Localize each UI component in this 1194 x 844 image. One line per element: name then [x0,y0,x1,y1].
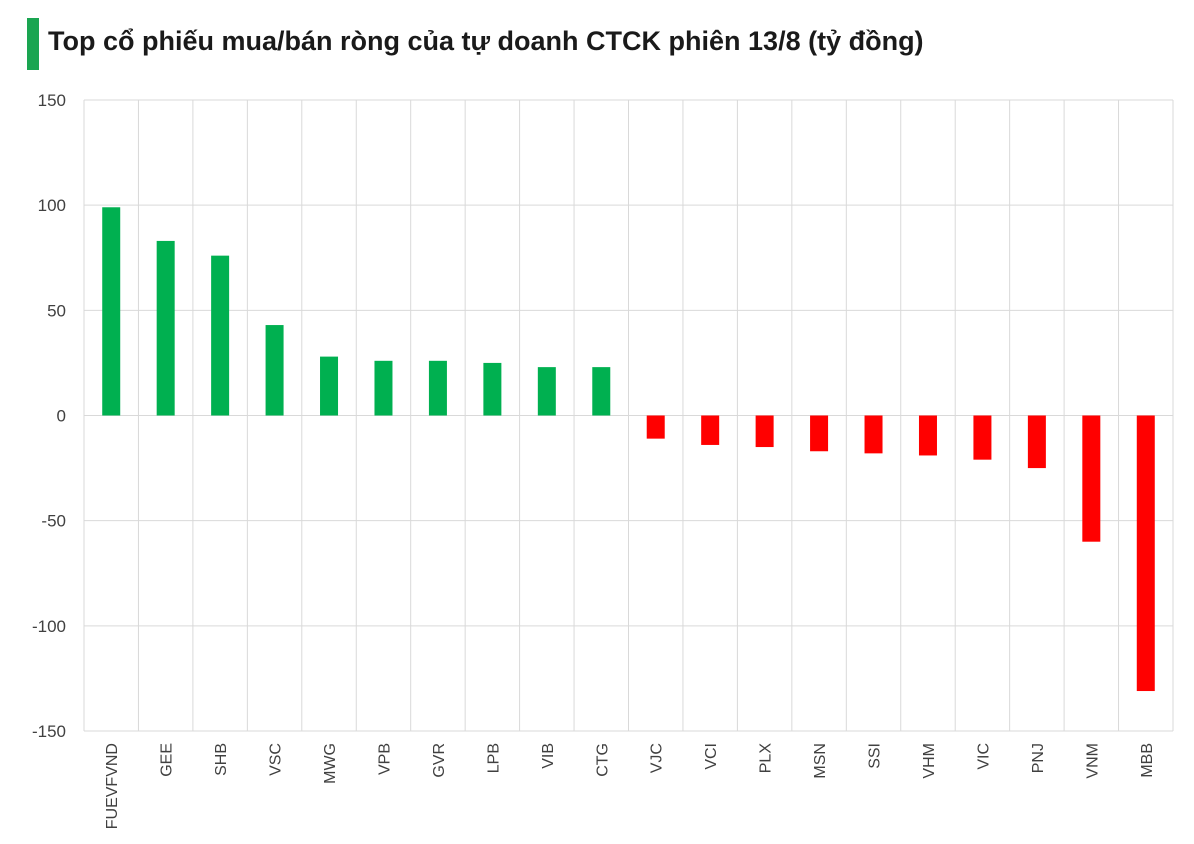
bar-vci [701,415,720,445]
bar-lpb [483,362,502,416]
bar-gee [156,240,175,416]
x-tick-label: GEE [159,743,176,777]
x-tick-label: VPB [376,743,393,775]
y-tick-label: -150 [32,722,66,741]
x-tick-label: MSN [812,743,829,779]
bar-plx [755,415,774,448]
x-tick-label: VIC [975,743,992,770]
bar-vic [973,415,992,460]
y-tick-label: -50 [41,512,66,531]
x-tick-label: LPB [485,743,502,773]
bar-ssi [864,415,883,454]
bar-fuevfvnd [102,207,121,416]
bar-mwg [320,356,339,416]
y-tick-label: 150 [38,91,66,110]
y-tick-label: -100 [32,617,66,636]
bar-vpb [374,360,393,416]
bar-mbb [1136,415,1155,692]
y-tick-label: 0 [57,407,66,426]
bar-ctg [592,367,611,416]
x-tick-label: MBB [1139,743,1156,778]
y-tick-label: 100 [38,196,66,215]
title-accent-bar [27,18,39,70]
x-tick-label: MWG [322,743,339,784]
bar-msn [810,415,829,452]
x-tick-label: VCI [703,743,720,770]
x-tick-label: VNM [1084,743,1101,779]
x-tick-label: VIB [540,743,557,769]
x-tick-label: FUEVFVND [104,743,121,829]
y-tick-label: 50 [47,301,66,320]
x-tick-label: PLX [758,743,775,774]
bar-shb [211,255,230,416]
chart-title: Top cổ phiếu mua/bán ròng của tự doanh C… [48,26,924,56]
x-tick-label: PNJ [1030,743,1047,773]
x-tick-label: VHM [921,743,938,779]
bar-vnm [1082,415,1101,542]
bar-pnj [1027,415,1046,469]
bar-vhm [918,415,937,456]
x-tick-label: CTG [594,743,611,777]
x-tick-label: SHB [213,743,230,776]
x-tick-label: GVR [431,743,448,778]
bar-vib [537,367,556,416]
bar-vsc [265,325,284,416]
x-tick-label: SSI [867,743,884,769]
bar-vjc [646,415,665,439]
bar-gvr [428,360,447,416]
x-tick-label: VJC [649,743,666,773]
x-tick-label: VSC [268,743,285,776]
